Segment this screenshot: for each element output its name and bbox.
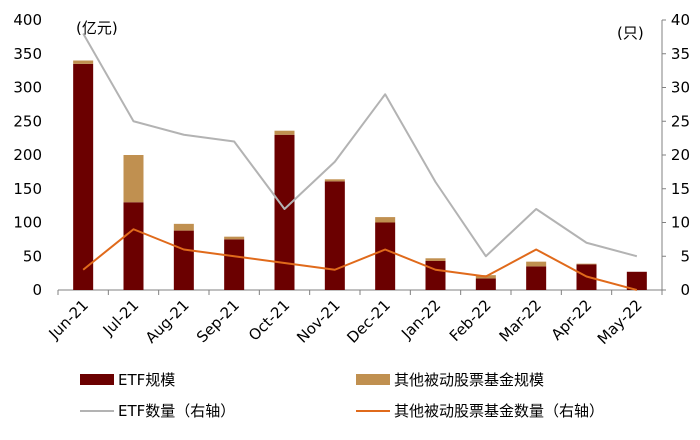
bar-etf-size xyxy=(425,260,446,290)
y-right-tick-label: 5 xyxy=(680,247,690,265)
y-left-tick-label: 250 xyxy=(13,112,42,130)
x-tick-label: Jul-21 xyxy=(99,296,143,340)
bar-etf-size xyxy=(626,271,647,290)
x-tick-label: Jun-21 xyxy=(45,296,92,343)
ticks: 0 50 100 150 200 250 300 350 400 0 5 10 15 20 25 30 35 40… xyxy=(13,11,690,348)
legend-swatch-other-size xyxy=(356,374,390,385)
bar-other-size xyxy=(274,130,295,135)
left-unit-label: (亿元) xyxy=(76,19,118,37)
legend: ETF规模 其他被动股票基金规模 ETF数量（右轴） 其他被动股票基金数量（右轴… xyxy=(80,371,604,420)
bar-etf-size xyxy=(526,266,547,290)
y-left-tick-label: 0 xyxy=(32,281,42,299)
bar-other-size xyxy=(324,179,345,182)
bar-etf-size xyxy=(173,230,194,290)
bar-etf-size xyxy=(475,278,496,290)
bar-etf-size xyxy=(123,202,144,290)
x-tick-label: Nov-21 xyxy=(293,296,343,346)
bar-other-size xyxy=(425,258,446,261)
y-right-tick-label: 30 xyxy=(671,79,690,97)
bars xyxy=(73,60,647,290)
bar-other-size xyxy=(576,263,597,265)
x-tick-label: Sep-21 xyxy=(193,296,243,346)
bar-other-size xyxy=(123,155,144,203)
y-left-tick-label: 200 xyxy=(13,146,42,164)
y-left-tick-label: 50 xyxy=(23,247,42,265)
x-tick-label: Mar-22 xyxy=(496,296,545,345)
lines xyxy=(82,33,638,291)
bar-other-size xyxy=(375,217,396,223)
bar-other-size xyxy=(173,223,194,231)
right-unit-label: (只) xyxy=(617,24,644,42)
bar-etf-size xyxy=(274,134,295,290)
bar-etf-size xyxy=(324,181,345,290)
bar-other-size xyxy=(224,236,245,240)
y-right-tick-label: 25 xyxy=(671,112,690,130)
bar-other-size xyxy=(526,261,547,267)
y-left-tick-label: 150 xyxy=(13,180,42,198)
bar-etf-size xyxy=(224,239,245,290)
y-right-tick-label: 10 xyxy=(671,214,690,232)
x-tick-label: Dec-21 xyxy=(343,296,394,347)
y-left-tick-label: 400 xyxy=(13,11,42,29)
x-tick-label: Apr-22 xyxy=(548,296,596,344)
legend-label-other-size: 其他被动股票基金规模 xyxy=(394,371,544,389)
x-tick-label: Feb-22 xyxy=(446,296,495,345)
legend-label-etf-count: ETF数量（右轴） xyxy=(118,402,235,420)
y-right-tick-label: 35 xyxy=(671,45,690,63)
y-right-tick-label: 15 xyxy=(671,180,690,198)
y-left-tick-label: 350 xyxy=(13,45,42,63)
y-left-tick-label: 300 xyxy=(13,79,42,97)
y-right-tick-label: 40 xyxy=(671,11,690,29)
line-other-count xyxy=(82,228,638,291)
axes xyxy=(58,20,663,291)
x-tick-label: Jan-22 xyxy=(397,296,444,343)
y-left-tick-label: 100 xyxy=(13,214,42,232)
x-tick-label: Oct-21 xyxy=(245,296,293,344)
x-tick-label: Aug-21 xyxy=(142,296,193,347)
bar-etf-size xyxy=(73,63,94,290)
x-tick-label: May-22 xyxy=(594,296,646,348)
bar-etf-size xyxy=(375,222,396,290)
y-right-tick-label: 0 xyxy=(680,281,690,299)
legend-label-etf-size: ETF规模 xyxy=(118,371,175,389)
y-right-tick-label: 20 xyxy=(671,146,690,164)
legend-swatch-etf-size xyxy=(80,374,114,385)
line-etf-count xyxy=(82,33,638,258)
bar-other-size xyxy=(73,60,94,64)
legend-label-other-count: 其他被动股票基金数量（右轴） xyxy=(394,402,604,420)
